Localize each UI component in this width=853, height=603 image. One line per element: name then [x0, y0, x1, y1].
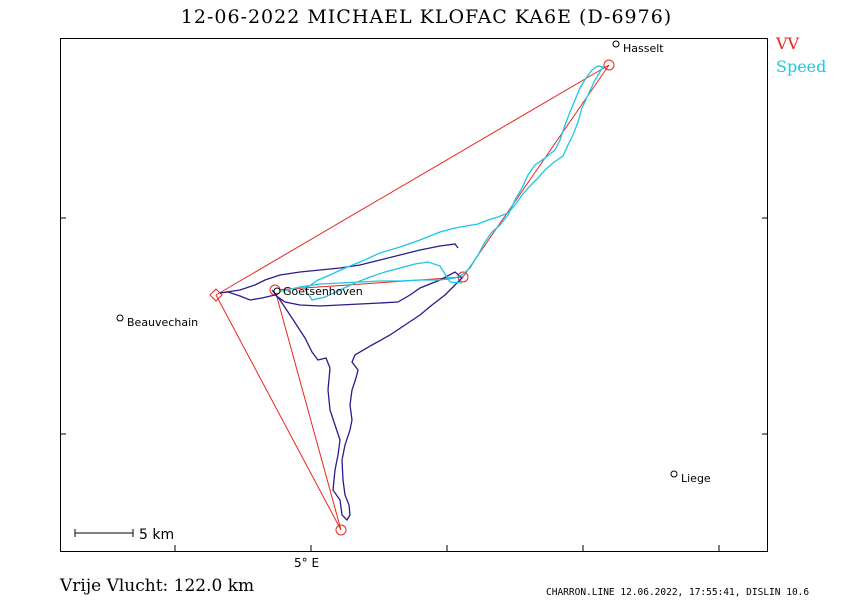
- flight-track-south: [219, 243, 463, 522]
- place-label-beauvechain: Beauvechain: [127, 316, 198, 329]
- software-label: CHARRON.LINE 12.06.2022, 17:55:41, DISLI…: [546, 587, 810, 598]
- scale-bar: [74, 529, 134, 537]
- legend-vv: VV: [776, 34, 800, 53]
- turnpoint-hasselt: [603, 59, 615, 71]
- vv-route-line: [215, 64, 610, 531]
- place-label-hasselt: Hasselt: [623, 42, 664, 55]
- scale-bar-label: 5 km: [139, 527, 174, 543]
- turnpoint-south: [335, 524, 347, 536]
- axis-ticks: [60, 217, 768, 552]
- legend-speed: Speed: [776, 57, 827, 76]
- place-marker-beauvechain: [116, 314, 124, 322]
- place-markers: [116, 40, 678, 478]
- speed-track: [277, 65, 605, 301]
- distance-label: Vrije Vlucht: 122.0 km: [60, 576, 255, 596]
- chart-title: 12-06-2022 MICHAEL KLOFAC KA6E (D-6976): [180, 6, 673, 28]
- x-axis-label: 5° E: [294, 556, 320, 570]
- place-marker-goetsenhoven: [273, 287, 281, 295]
- place-label-liege: Liege: [681, 472, 711, 485]
- place-marker-hasselt: [612, 40, 620, 48]
- map-frame: [60, 38, 768, 552]
- place-label-goetsenhoven: Goetsenhoven: [283, 285, 363, 298]
- place-marker-liege: [670, 470, 678, 478]
